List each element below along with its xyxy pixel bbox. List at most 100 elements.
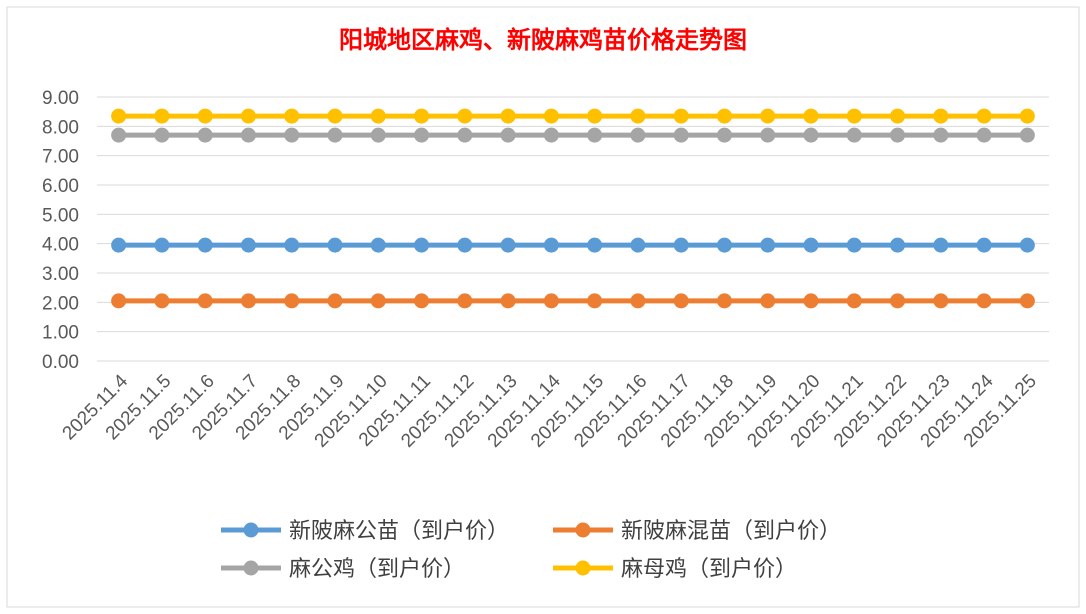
data-point [111, 293, 127, 309]
data-point [500, 237, 516, 253]
data-point [760, 237, 776, 253]
data-point [976, 293, 992, 309]
data-point [976, 237, 992, 253]
gridlines [97, 96, 1049, 362]
series-2 [111, 127, 1035, 143]
data-point [716, 237, 732, 253]
data-point [1019, 237, 1035, 253]
data-point [846, 237, 862, 253]
data-point [673, 127, 689, 143]
series-1 [111, 293, 1035, 309]
data-point [976, 127, 992, 143]
data-point [1019, 108, 1035, 124]
data-point [976, 108, 992, 124]
y-tick-label: 1.00 [42, 323, 79, 344]
legend-item: 新陂麻混苗（到户价） [553, 519, 841, 544]
data-point [284, 127, 300, 143]
data-point [760, 108, 776, 124]
data-point [500, 127, 516, 143]
legend-item: 新陂麻公苗（到户价） [221, 519, 509, 544]
legend-item: 麻公鸡（到户价） [221, 557, 465, 582]
data-point [154, 293, 170, 309]
data-point [1019, 127, 1035, 143]
data-point [760, 293, 776, 309]
data-point [933, 108, 949, 124]
data-point [760, 127, 776, 143]
data-point [197, 293, 213, 309]
legend-marker [243, 522, 259, 538]
legend-marker [575, 522, 591, 538]
data-point [543, 127, 559, 143]
data-point [630, 127, 646, 143]
y-axis-tick-labels: 0.00 1.00 2.00 3.00 4.00 5.00 6.00 7.00 8.00 9.00 [42, 88, 79, 373]
data-point [457, 108, 473, 124]
legend: 新陂麻公苗（到户价） 新陂麻混苗（到户价） 麻公鸡（到户价） 麻母鸡（到户价） [221, 519, 841, 582]
data-point [154, 127, 170, 143]
data-point [457, 127, 473, 143]
data-point [890, 237, 906, 253]
data-point [240, 293, 256, 309]
y-tick-label: 7.00 [42, 147, 79, 168]
data-point [284, 108, 300, 124]
data-point [154, 237, 170, 253]
data-point [457, 293, 473, 309]
data-point [370, 237, 386, 253]
data-point [673, 237, 689, 253]
data-point [587, 108, 603, 124]
y-tick-label: 4.00 [42, 235, 79, 256]
data-point [543, 108, 559, 124]
legend-label: 新陂麻公苗（到户价） [289, 519, 509, 544]
data-point [890, 108, 906, 124]
data-point [327, 108, 343, 124]
data-point [197, 237, 213, 253]
data-point [457, 237, 473, 253]
data-point [630, 108, 646, 124]
series-3 [111, 108, 1035, 124]
data-point [370, 293, 386, 309]
chart-title: 阳城地区麻鸡、新陂麻鸡苗价格走势图 [339, 25, 747, 54]
data-point [327, 127, 343, 143]
y-tick-label: 0.00 [42, 352, 79, 373]
legend-marker [243, 560, 259, 576]
data-point [933, 237, 949, 253]
data-point [154, 108, 170, 124]
data-point [284, 237, 300, 253]
data-point [846, 293, 862, 309]
y-tick-label: 9.00 [42, 88, 79, 109]
data-point [933, 293, 949, 309]
y-tick-label: 3.00 [42, 264, 79, 285]
data-point [846, 127, 862, 143]
y-tick-label: 6.00 [42, 176, 79, 197]
data-point [803, 293, 819, 309]
data-point [587, 127, 603, 143]
y-tick-label: 8.00 [42, 117, 79, 138]
series-0 [111, 237, 1035, 253]
data-point [630, 237, 646, 253]
data-point [1019, 293, 1035, 309]
data-point [673, 108, 689, 124]
y-tick-label: 2.00 [42, 293, 79, 314]
legend-marker [575, 560, 591, 576]
series-lines [111, 108, 1035, 309]
data-point [587, 237, 603, 253]
data-point [284, 293, 300, 309]
data-point [240, 237, 256, 253]
legend-label: 麻公鸡（到户价） [289, 557, 465, 582]
data-point [587, 293, 603, 309]
data-point [240, 108, 256, 124]
data-point [933, 127, 949, 143]
data-point [414, 293, 430, 309]
data-point [197, 108, 213, 124]
y-tick-label: 5.00 [42, 205, 79, 226]
data-point [370, 127, 386, 143]
legend-label: 麻母鸡（到户价） [621, 557, 797, 582]
data-point [716, 108, 732, 124]
data-point [543, 237, 559, 253]
data-point [240, 127, 256, 143]
data-point [890, 293, 906, 309]
data-point [543, 293, 559, 309]
data-point [846, 108, 862, 124]
data-point [803, 127, 819, 143]
